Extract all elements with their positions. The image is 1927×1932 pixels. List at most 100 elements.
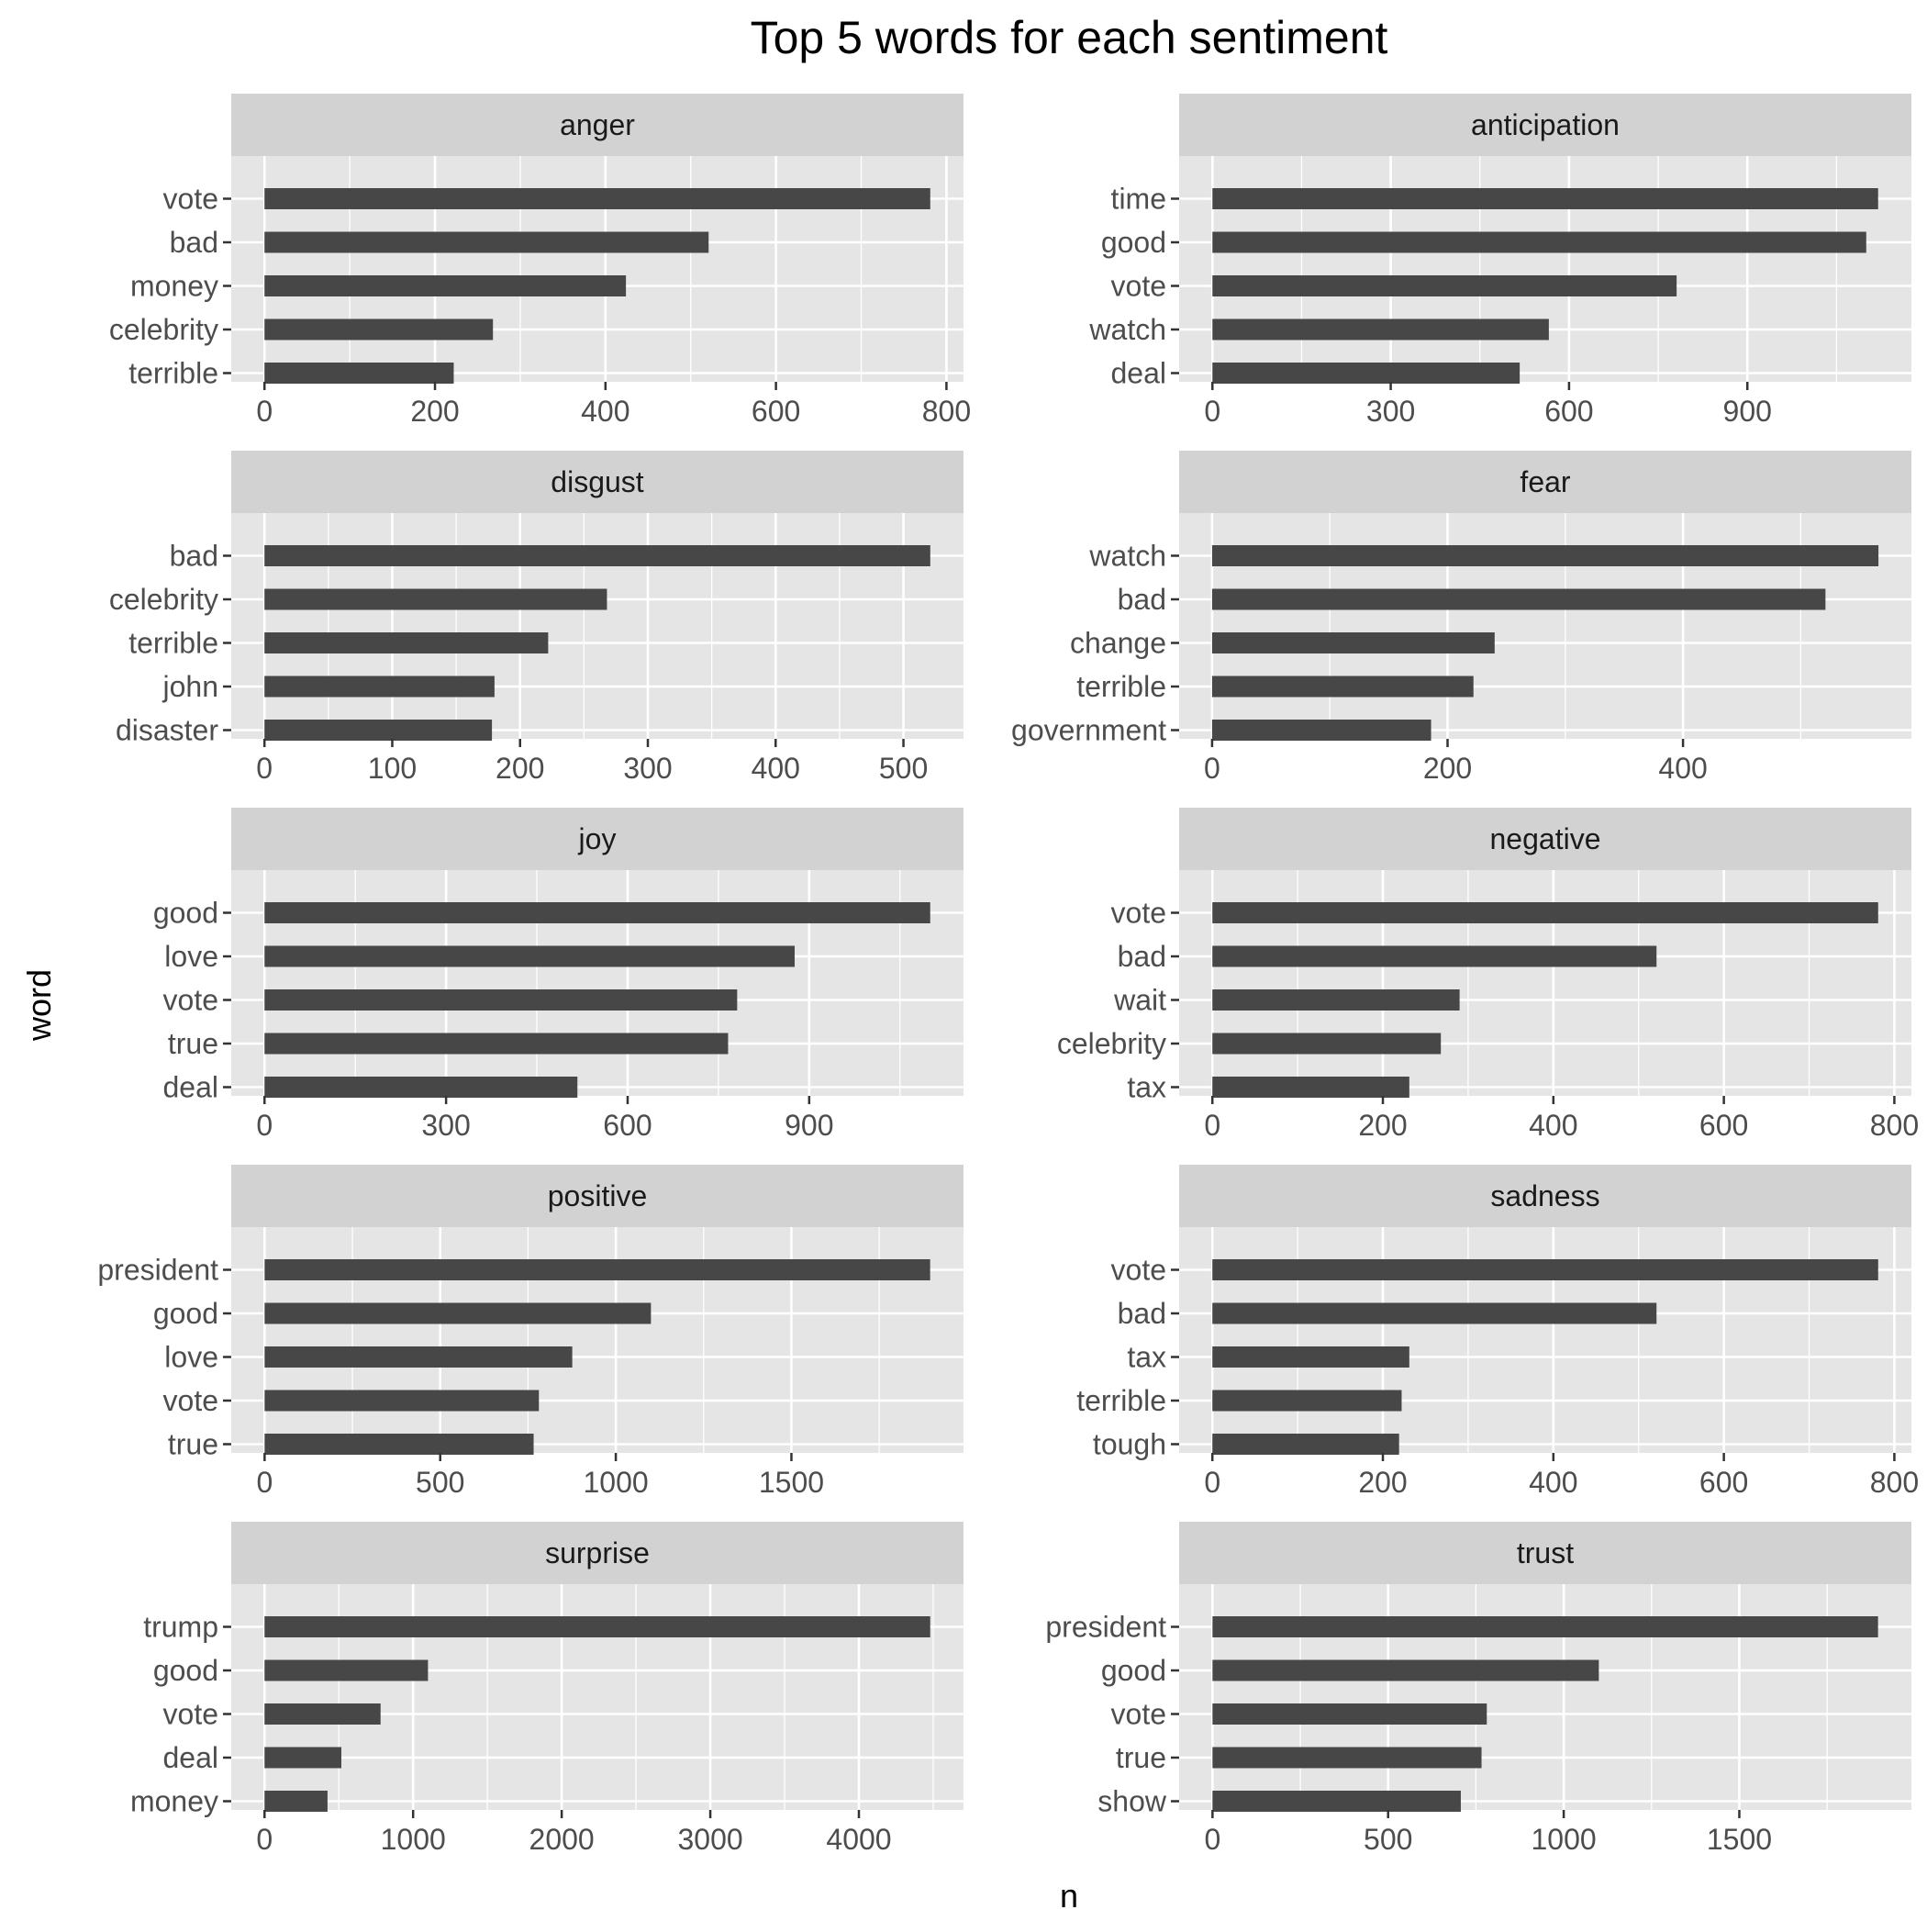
bar-negative-bad bbox=[1212, 945, 1657, 967]
y-tick-label: bad bbox=[1118, 940, 1166, 973]
y-tick-label: bad bbox=[170, 540, 218, 573]
bar-joy-deal bbox=[264, 1077, 578, 1098]
x-tick-label: 200 bbox=[1358, 1466, 1407, 1499]
facet-panel-surprise: surprise trump good vote deal money 0 1000 2000 3… bbox=[130, 1522, 964, 1856]
y-tick-label: deal bbox=[1111, 357, 1167, 390]
x-tick-label: 800 bbox=[1870, 1109, 1919, 1142]
x-tick-label: 300 bbox=[623, 752, 672, 785]
facet-strip bbox=[231, 94, 964, 156]
y-tick-label: vote bbox=[1111, 897, 1166, 930]
bar-anticipation-deal bbox=[1212, 363, 1520, 384]
y-tick-label: good bbox=[1101, 1654, 1166, 1687]
facet-strip-label: positive bbox=[548, 1179, 648, 1212]
x-tick-label: 0 bbox=[1204, 1823, 1220, 1856]
bar-trust-president bbox=[1212, 1616, 1878, 1637]
facet-panel-fear: fear watch bad change terrible government 0 200… bbox=[1011, 451, 1911, 785]
x-axis-title: n bbox=[1060, 1877, 1078, 1915]
y-tick-label: john bbox=[162, 670, 219, 703]
facet-strip bbox=[1179, 808, 1911, 870]
x-tick-label: 1000 bbox=[583, 1466, 648, 1499]
bar-positive-good bbox=[264, 1302, 652, 1324]
bar-surprise-good bbox=[264, 1659, 429, 1681]
x-tick-label: 2000 bbox=[529, 1823, 595, 1856]
facet-strip bbox=[231, 1165, 964, 1227]
y-tick-label: true bbox=[1116, 1741, 1166, 1774]
bar-negative-celebrity bbox=[1212, 1033, 1442, 1055]
bar-negative-tax bbox=[1212, 1077, 1409, 1098]
y-tick-label: bad bbox=[1118, 1297, 1166, 1330]
bar-fear-terrible bbox=[1211, 676, 1474, 698]
x-tick-label: 200 bbox=[1358, 1109, 1407, 1142]
bar-negative-vote bbox=[1212, 902, 1878, 923]
y-tick-label: government bbox=[1011, 714, 1166, 747]
x-tick-label: 0 bbox=[1204, 1109, 1220, 1142]
y-tick-label: celebrity bbox=[1057, 1027, 1166, 1060]
x-tick-label: 200 bbox=[410, 395, 459, 428]
y-axis-title: word bbox=[20, 969, 58, 1042]
y-tick-label: wait bbox=[1113, 984, 1166, 1017]
facet-strip-label: anger bbox=[560, 108, 635, 141]
bar-surprise-money bbox=[264, 1791, 328, 1812]
bar-trust-vote bbox=[1212, 1703, 1487, 1725]
bar-surprise-trump bbox=[264, 1616, 930, 1637]
y-tick-label: vote bbox=[163, 984, 218, 1017]
y-tick-label: tax bbox=[1127, 1071, 1166, 1104]
facet-strip bbox=[231, 1522, 964, 1584]
bar-sadness-vote bbox=[1212, 1259, 1878, 1280]
y-tick-label: love bbox=[164, 940, 218, 973]
facet-strip bbox=[231, 451, 964, 513]
bar-anger-celebrity bbox=[264, 318, 494, 341]
bar-positive-true bbox=[264, 1434, 534, 1455]
facet-strip-label: negative bbox=[1490, 822, 1601, 855]
facet-panel-anticipation: anticipation time good vote watch deal 0 300 600… bbox=[1088, 94, 1911, 428]
y-tick-label: money bbox=[130, 270, 218, 303]
x-tick-label: 200 bbox=[1423, 752, 1472, 785]
y-tick-label: celebrity bbox=[109, 583, 218, 616]
x-tick-label: 600 bbox=[1699, 1109, 1748, 1142]
bar-negative-wait bbox=[1212, 989, 1460, 1011]
bar-joy-true bbox=[264, 1033, 729, 1055]
bar-anger-bad bbox=[264, 231, 709, 253]
y-tick-label: president bbox=[1045, 1611, 1166, 1644]
x-tick-label: 0 bbox=[256, 1823, 273, 1856]
facet-panel-negative: negative vote bad wait celebrity tax 0 200 400 60… bbox=[1057, 808, 1919, 1142]
y-tick-label: terrible bbox=[1076, 1384, 1166, 1417]
facet-panel-sadness: sadness vote bad tax terrible tough 0 200 400 600… bbox=[1076, 1165, 1919, 1499]
bar-sadness-bad bbox=[1212, 1302, 1657, 1324]
y-tick-label: show bbox=[1097, 1785, 1167, 1818]
facet-strip bbox=[1179, 1165, 1911, 1227]
facet-strip-label: anticipation bbox=[1471, 108, 1620, 141]
y-tick-label: tough bbox=[1093, 1428, 1166, 1461]
bar-sadness-tax bbox=[1212, 1346, 1409, 1368]
x-tick-label: 1500 bbox=[1707, 1823, 1772, 1856]
facet-strip bbox=[231, 808, 964, 870]
y-tick-label: vote bbox=[163, 1698, 218, 1731]
bar-anticipation-time bbox=[1212, 188, 1878, 209]
y-tick-label: vote bbox=[163, 183, 218, 216]
y-tick-label: terrible bbox=[128, 357, 218, 390]
x-tick-label: 500 bbox=[1364, 1823, 1412, 1856]
y-tick-label: trump bbox=[143, 1611, 218, 1644]
bar-positive-vote bbox=[264, 1390, 540, 1412]
facet-strip-label: surprise bbox=[545, 1536, 650, 1569]
y-tick-label: disaster bbox=[116, 714, 218, 747]
bar-disgust-terrible bbox=[264, 632, 549, 653]
x-tick-label: 0 bbox=[256, 1109, 273, 1142]
y-tick-label: love bbox=[164, 1341, 218, 1374]
facet-panel-trust: trust president good vote true show 0 500 1000 15… bbox=[1045, 1522, 1911, 1856]
y-tick-label: good bbox=[153, 897, 218, 930]
facet-strip bbox=[1179, 1522, 1911, 1584]
y-tick-label: vote bbox=[1111, 270, 1166, 303]
y-tick-label: terrible bbox=[1076, 670, 1166, 703]
bar-trust-show bbox=[1212, 1791, 1461, 1812]
x-tick-label: 4000 bbox=[826, 1823, 891, 1856]
y-tick-label: true bbox=[168, 1428, 218, 1461]
x-tick-label: 100 bbox=[368, 752, 417, 785]
x-tick-label: 400 bbox=[1529, 1109, 1577, 1142]
bar-sadness-tough bbox=[1212, 1434, 1399, 1455]
y-tick-label: good bbox=[1101, 226, 1166, 259]
bar-anticipation-good bbox=[1212, 231, 1866, 253]
x-tick-label: 0 bbox=[256, 395, 273, 428]
